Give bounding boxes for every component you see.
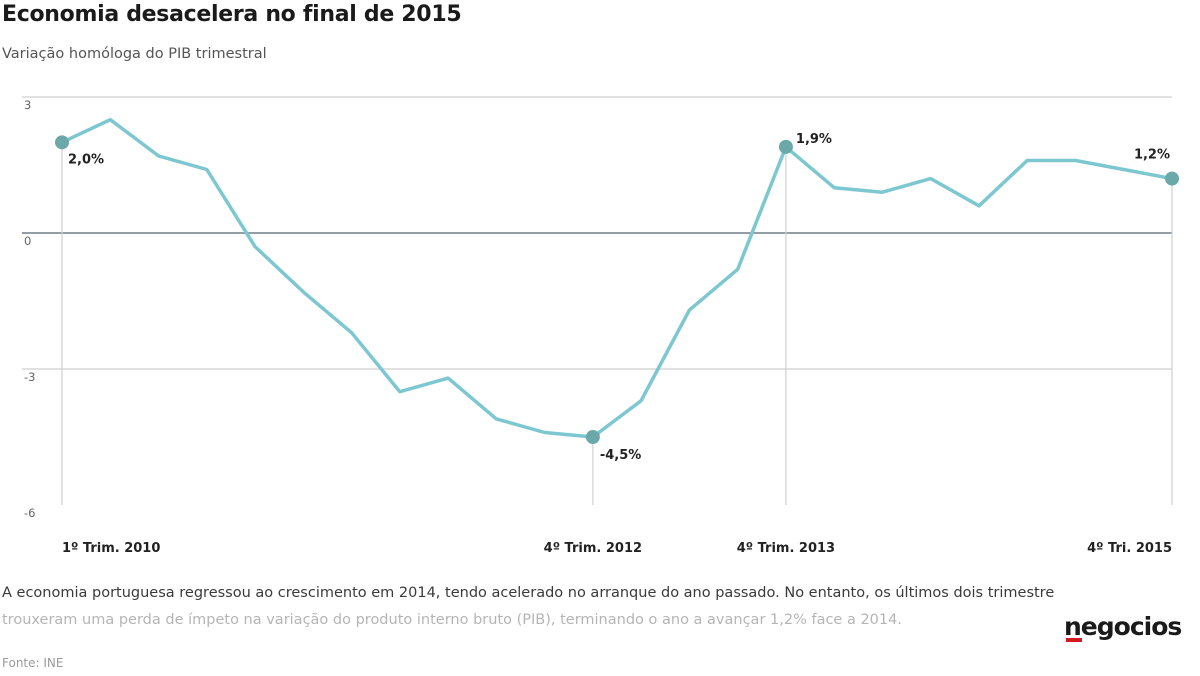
chart-subtitle: Variação homóloga do PIB trimestral (2, 46, 267, 62)
data-point-marker (1165, 171, 1179, 186)
y-tick-label: 0 (24, 234, 31, 248)
data-point-marker (585, 430, 600, 444)
series-line (60, 117, 1174, 439)
x-tick-label: 4º Trim. 2013 (737, 541, 835, 556)
data-label: 1,2% (1134, 148, 1170, 163)
x-tick-label: 1º Trim. 2010 (62, 541, 160, 556)
source-note: Fonte: INE (2, 656, 64, 670)
x-tick-label: 4º Trim. 2012 (544, 541, 642, 556)
y-tick-label: -6 (24, 506, 35, 520)
logo-accent-bar (1066, 638, 1082, 642)
data-label: 2,0% (68, 152, 104, 167)
chart-title: Economia desacelera no final de 2015 (2, 2, 462, 27)
y-tick-label: 3 (24, 98, 31, 112)
chart-caption: A economia portuguesa regressou ao cresc… (2, 580, 1062, 634)
data-label: 1,9% (796, 132, 832, 147)
caption-line-2: trouxeram uma perda de ímpeto na variaçã… (2, 612, 902, 628)
data-point-marker (55, 135, 69, 150)
publisher-logo: negocios (1064, 612, 1182, 641)
line-chart: 3 0 -3 -6 2,0% -4,5% 1,9% 1,2% 1º Trim. 2010 4º T… (22, 96, 1179, 556)
y-tick-label: -3 (24, 370, 35, 384)
x-tick-label: 4º Tri. 2015 (1087, 541, 1172, 556)
data-point-marker (778, 139, 793, 154)
data-label: -4,5% (600, 448, 641, 463)
caption-line-1: A economia portuguesa regressou ao cresc… (2, 585, 1055, 601)
